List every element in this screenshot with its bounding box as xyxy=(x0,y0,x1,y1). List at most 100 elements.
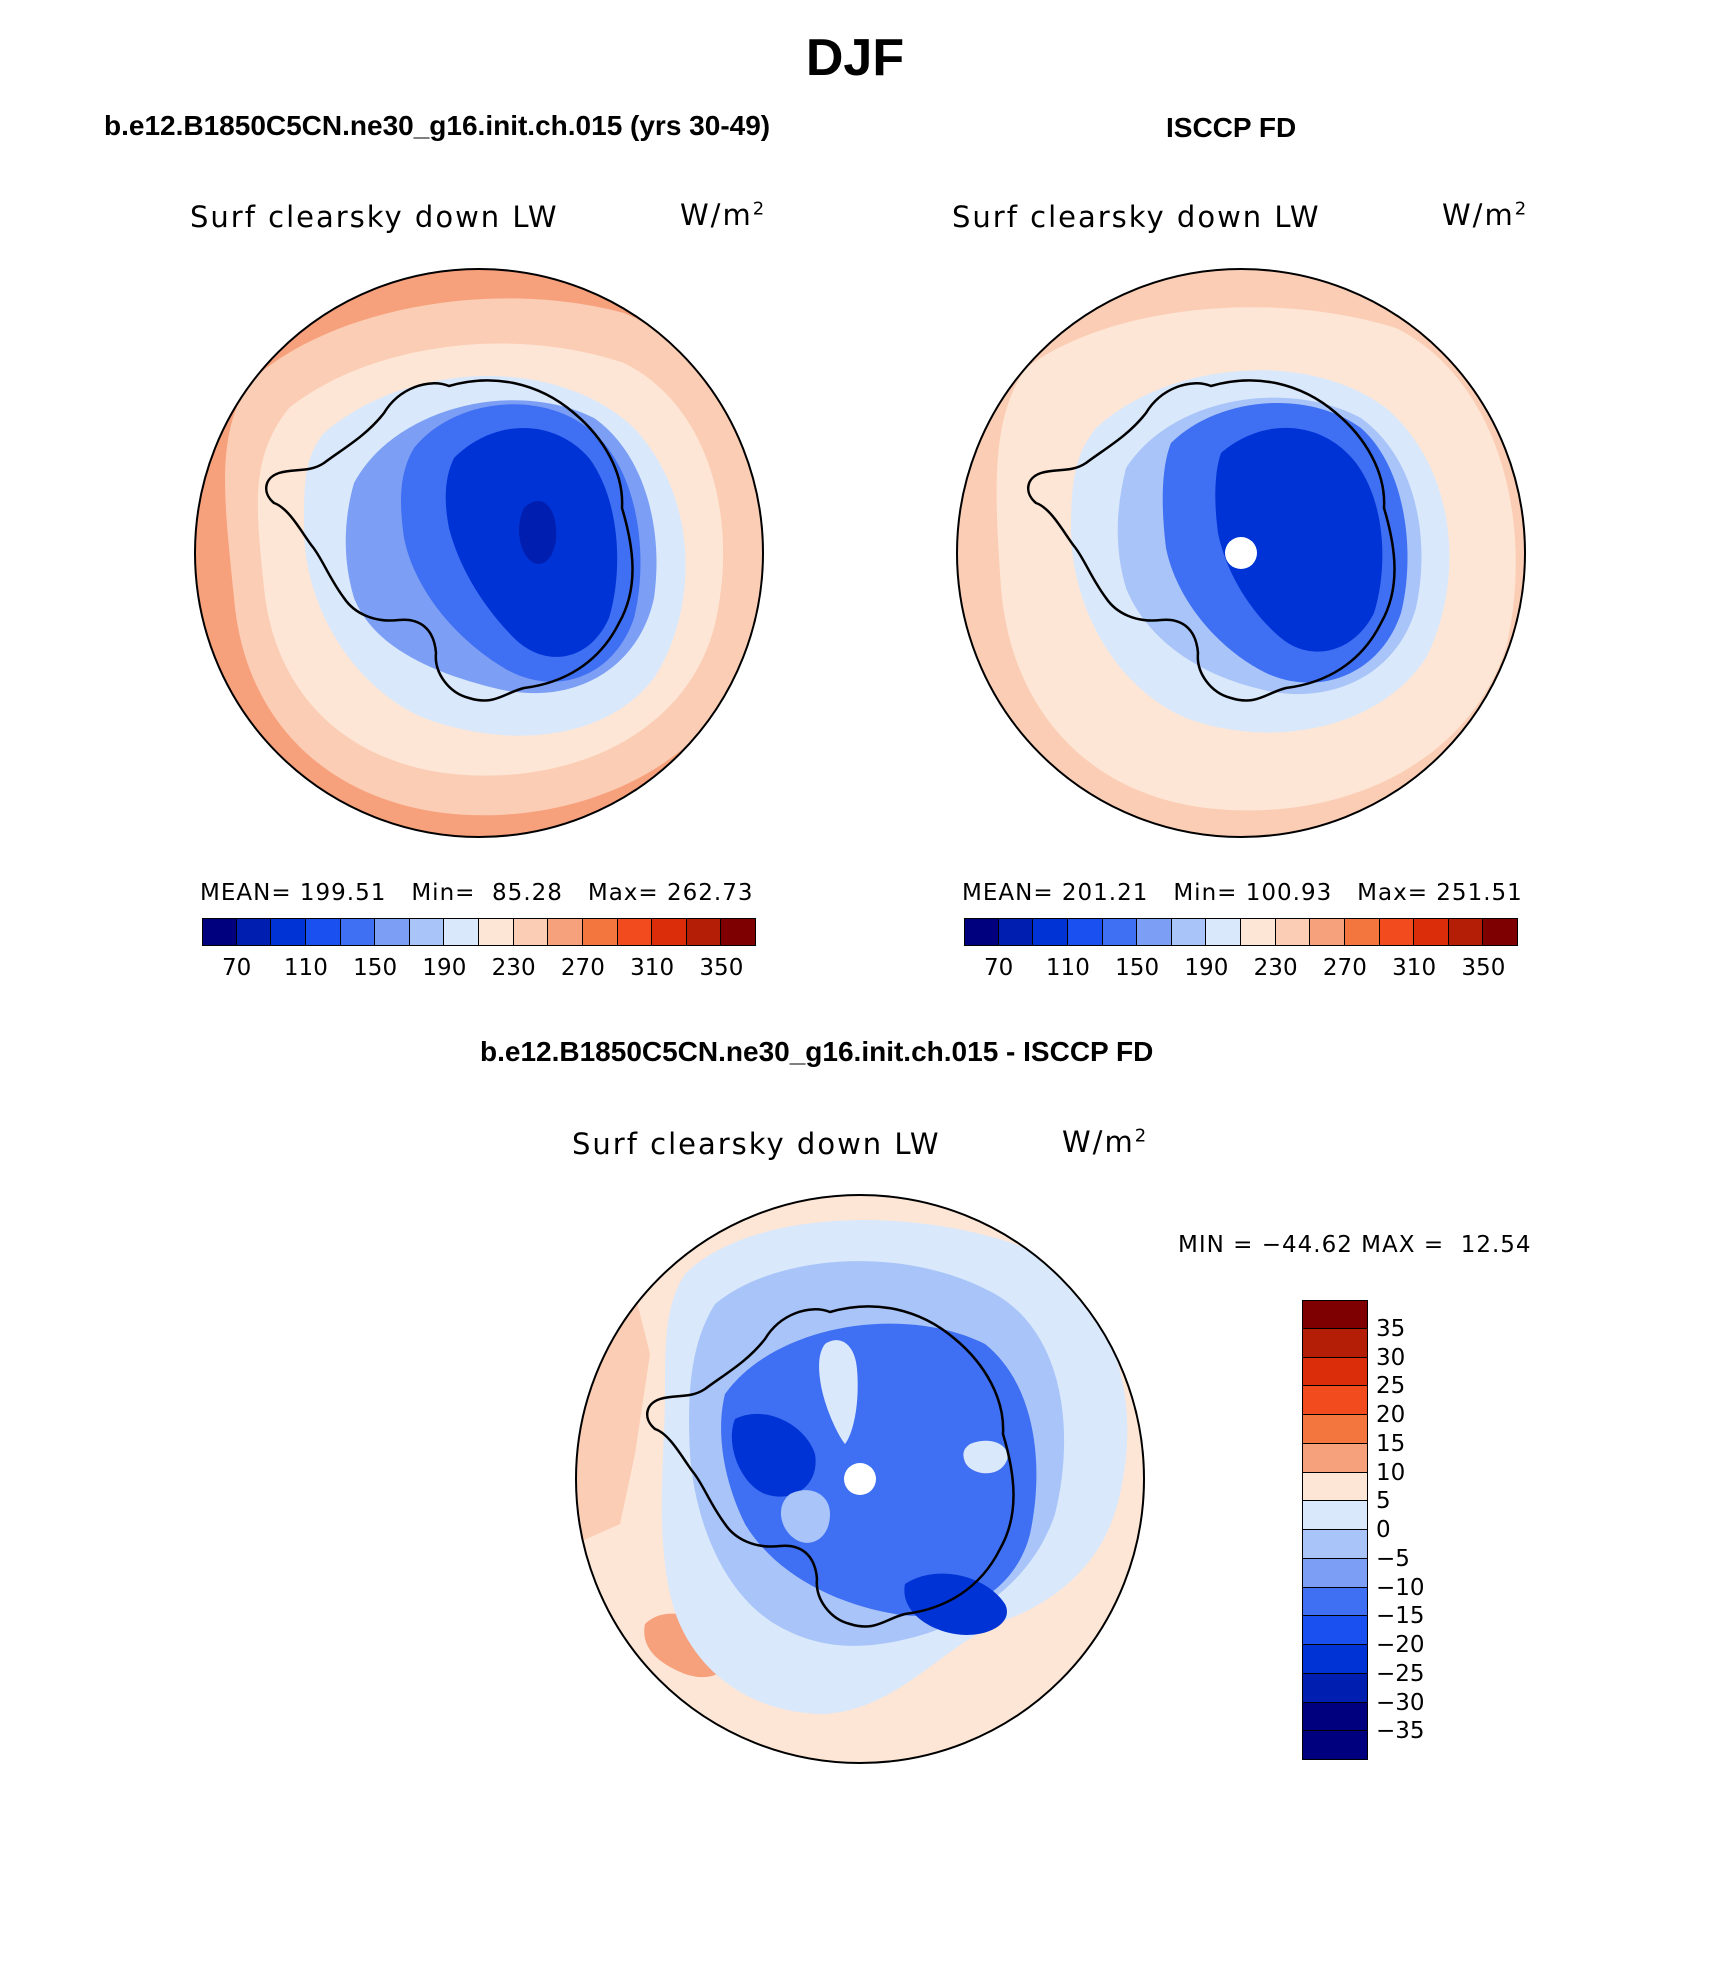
diff-colorbar-tick-label: −35 xyxy=(1376,1718,1425,1745)
model-min-label: Min= xyxy=(411,880,476,906)
diff-colorbar-swatch xyxy=(1302,1357,1368,1387)
diff-map-border xyxy=(575,1194,1145,1764)
model-colorbar-swatch xyxy=(340,918,376,946)
obs-colorbar xyxy=(964,918,1518,946)
diff-colorbar-tick-label: −15 xyxy=(1376,1603,1425,1630)
obs-colorbar-swatch xyxy=(1171,918,1207,946)
model-antarctica-coastline xyxy=(265,379,634,702)
diff-units-label: W/m2 xyxy=(1062,1125,1149,1159)
model-colorbar-swatch xyxy=(617,918,653,946)
model-colorbar-tick-label: 310 xyxy=(630,955,675,981)
obs-colorbar-tick-label: 190 xyxy=(1184,955,1229,981)
diff-contour-band-streak-north xyxy=(819,1340,858,1444)
diff-colorbar-tick-label: −25 xyxy=(1376,1660,1425,1687)
obs-colorbar-swatch xyxy=(1448,918,1484,946)
diff-colorbar-tick-label: −30 xyxy=(1376,1689,1425,1716)
diff-colorbar-swatch xyxy=(1302,1443,1368,1473)
obs-polar-map xyxy=(956,268,1526,838)
diff-contour-band-streak-east xyxy=(963,1440,1008,1474)
obs-colorbar-swatch xyxy=(1137,918,1172,946)
diff-colorbar-swatch xyxy=(1302,1587,1368,1617)
obs-max-label: Max= xyxy=(1357,880,1428,906)
diff-colorbar-tick-label: 35 xyxy=(1376,1315,1406,1342)
obs-colorbar-swatch xyxy=(1310,918,1345,946)
obs-antarctica-coastline xyxy=(1027,379,1396,702)
diff-colorbar-tick-label: −10 xyxy=(1376,1574,1425,1601)
model-colorbar-tick-label: 110 xyxy=(283,955,328,981)
model-variable-label: Surf clearsky down LW xyxy=(190,200,559,234)
obs-colorbar-swatch xyxy=(1344,918,1380,946)
model-colorbar-swatch xyxy=(271,918,306,946)
obs-colorbar-swatch xyxy=(1067,918,1103,946)
diff-colorbar-ticks: 35 30 25 20 15 10 5 0 −5 −10 −15 −20 −25 −30 −35 xyxy=(1376,1300,1496,1760)
model-stats-line: MEAN= 199.51 Min= 85.28 Max= 262.73 xyxy=(200,880,753,906)
diff-colorbar-swatch xyxy=(1302,1731,1368,1760)
model-colorbar-swatch xyxy=(305,918,341,946)
model-colorbar-tick-label: 70 xyxy=(221,955,252,981)
diff-colorbar-swatch xyxy=(1302,1300,1368,1329)
model-colorbar-tick-label: 270 xyxy=(560,955,605,981)
obs-colorbar-tick-label: 110 xyxy=(1045,955,1090,981)
diff-colorbar-swatch xyxy=(1302,1386,1368,1415)
model-colorbar-swatch xyxy=(375,918,410,946)
diff-max-value: 12.54 xyxy=(1460,1232,1532,1258)
figure-title: DJF xyxy=(805,29,905,87)
diff-colorbar-tick-label: 25 xyxy=(1376,1373,1406,1400)
model-mean-label: MEAN= xyxy=(200,880,292,906)
obs-min-label: Min= xyxy=(1173,880,1238,906)
obs-colorbar-swatch xyxy=(1379,918,1415,946)
diff-antarctica-coastline xyxy=(646,1305,1015,1628)
obs-pole-missing-data xyxy=(1225,537,1257,569)
obs-colorbar-tick-label: 70 xyxy=(983,955,1014,981)
model-colorbar-tick-label: 190 xyxy=(422,955,467,981)
obs-colorbar-swatch xyxy=(998,918,1034,946)
model-colorbar-swatch xyxy=(686,918,722,946)
model-colorbar-tick-label: 350 xyxy=(699,955,744,981)
diff-panel-title: b.e12.B1850C5CN.ne30_g16.init.ch.015 - I… xyxy=(480,1036,1154,1067)
obs-colorbar-swatch xyxy=(1275,918,1311,946)
diff-colorbar-swatch xyxy=(1302,1702,1368,1732)
diff-pole-missing-data xyxy=(844,1463,876,1495)
model-colorbar xyxy=(202,918,756,946)
obs-contour-band-110 xyxy=(1215,427,1383,652)
diff-variable-label: Surf clearsky down LW xyxy=(572,1127,941,1161)
model-colorbar-tick-label: 150 xyxy=(353,955,398,981)
obs-colorbar-tick-label: 150 xyxy=(1115,955,1160,981)
model-colorbar-swatch xyxy=(513,918,549,946)
obs-units-label: W/m2 xyxy=(1442,198,1529,232)
obs-colorbar-tick-label: 350 xyxy=(1461,955,1506,981)
model-panel-title: b.e12.B1850C5CN.ne30_g16.init.ch.015 (yr… xyxy=(104,110,771,141)
model-max-label: Max= xyxy=(587,880,659,906)
diff-colorbar-tick-label: 10 xyxy=(1376,1459,1406,1486)
diff-contour-band-minus25-minus30-east xyxy=(904,1573,1007,1635)
obs-colorbar-swatch xyxy=(964,918,999,946)
obs-mean-value: 201.21 xyxy=(1061,880,1149,906)
diff-minmax-line: MIN = −44.62 MAX = 12.54 xyxy=(1178,1232,1532,1258)
obs-max-value: 251.51 xyxy=(1436,880,1523,906)
diff-colorbar-swatch xyxy=(1302,1645,1368,1674)
diff-colorbar-swatch xyxy=(1302,1530,1368,1559)
model-colorbar-ticks: 70 110 150 190 230 270 310 350 xyxy=(202,955,756,985)
diff-colorbar-tick-label: −5 xyxy=(1376,1545,1410,1572)
diff-colorbar-tick-label: 0 xyxy=(1376,1517,1391,1543)
model-colorbar-swatch xyxy=(409,918,445,946)
model-colorbar-swatch xyxy=(548,918,583,946)
model-contour-band-90 xyxy=(519,500,557,564)
diff-colorbar-tick-label: 20 xyxy=(1376,1402,1406,1428)
diff-contour-band-streak-south xyxy=(780,1490,830,1543)
obs-colorbar-ticks: 70 110 150 190 230 270 310 350 xyxy=(964,955,1518,985)
model-max-value: 262.73 xyxy=(666,880,754,906)
obs-colorbar-tick-label: 270 xyxy=(1322,955,1367,981)
diff-colorbar-tick-label: 5 xyxy=(1376,1488,1391,1515)
diff-colorbar-tick-label: 30 xyxy=(1376,1344,1406,1371)
obs-panel-title: ISCCP FD xyxy=(1166,112,1297,143)
obs-map-border xyxy=(956,268,1526,838)
diff-min-value: −44.62 xyxy=(1261,1232,1353,1258)
model-min-value: 85.28 xyxy=(492,880,563,906)
diff-colorbar-swatch xyxy=(1302,1472,1368,1502)
model-units-label: W/m2 xyxy=(680,198,767,232)
obs-min-value: 100.93 xyxy=(1245,880,1333,906)
obs-colorbar-swatch xyxy=(1241,918,1276,946)
obs-colorbar-swatch xyxy=(1483,918,1518,946)
diff-colorbar-swatch xyxy=(1302,1415,1368,1444)
